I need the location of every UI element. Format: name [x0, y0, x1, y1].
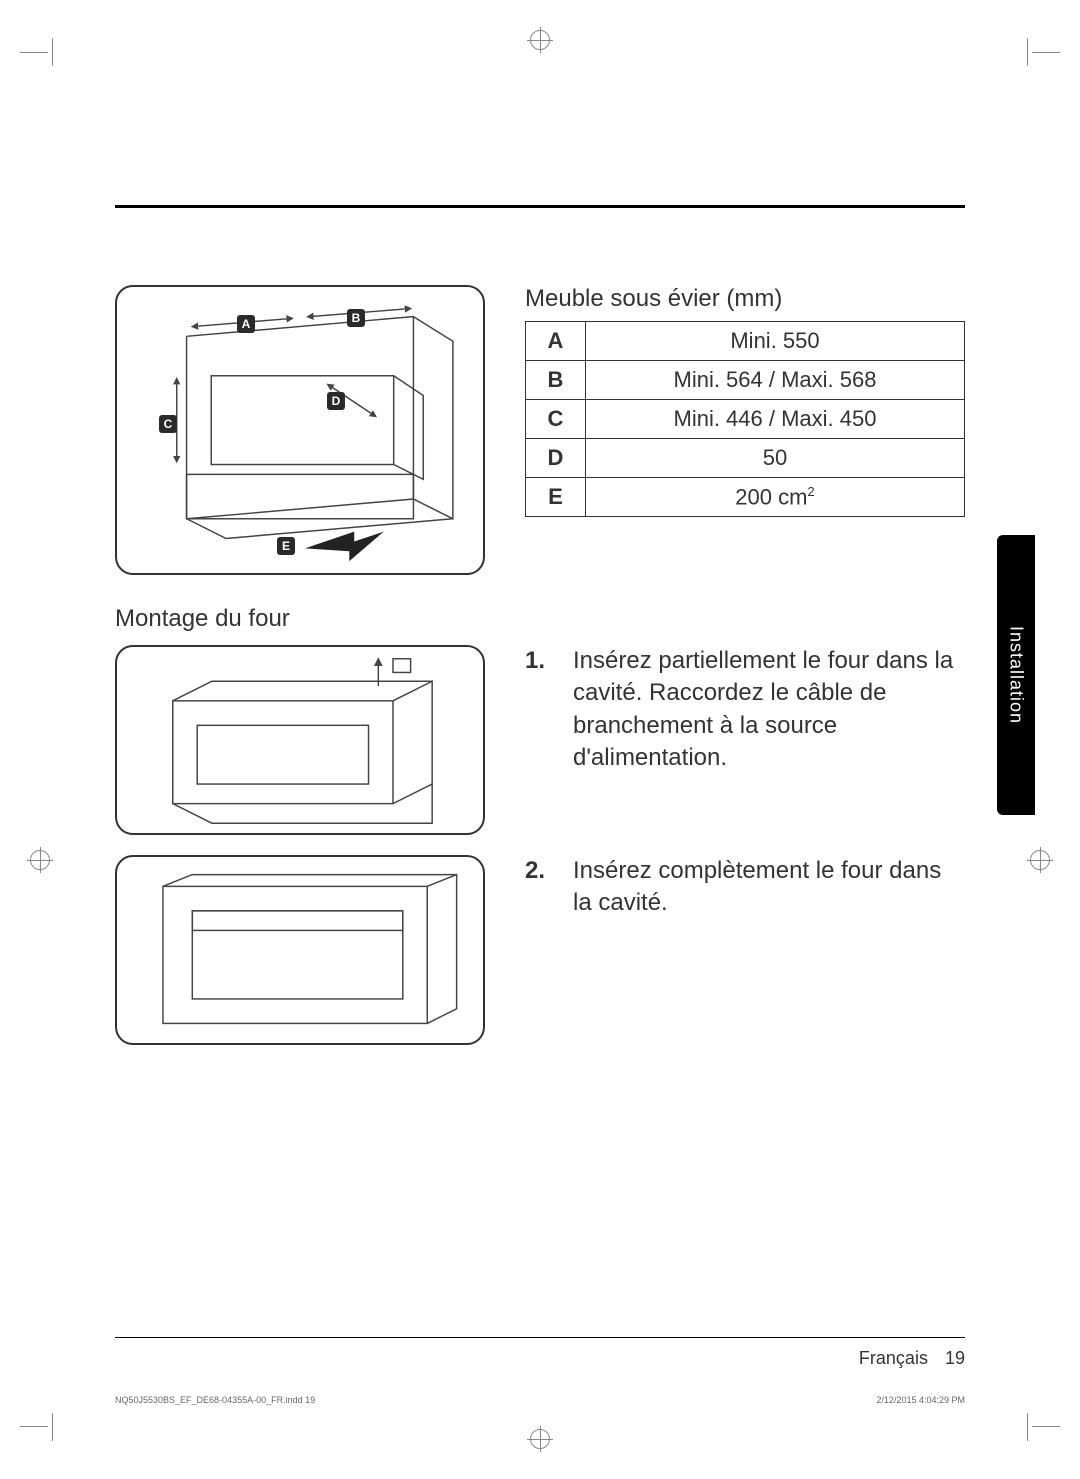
registration-mark-icon [530, 1429, 550, 1449]
table-row: D50 [526, 439, 965, 478]
table-value: Mini. 550 [586, 322, 965, 361]
dim-label-d: D [327, 392, 345, 410]
table-key: B [526, 361, 586, 400]
table-key: E [526, 478, 586, 517]
dimension-table: AMini. 550BMini. 564 / Maxi. 568CMini. 4… [525, 321, 965, 517]
registration-mark-icon [530, 30, 550, 50]
dim-label-a: A [237, 315, 255, 333]
table-row: CMini. 446 / Maxi. 450 [526, 400, 965, 439]
dim-label-c: C [159, 415, 177, 433]
print-timestamp: 2/12/2015 4:04:29 PM [876, 1395, 965, 1405]
section-tab: Installation [997, 535, 1035, 815]
table-row: E200 cm2 [526, 478, 965, 517]
table-title: Meuble sous évier (mm) [525, 285, 965, 313]
crop-mark [20, 52, 48, 53]
step-text: Insérez partiellement le four dans la ca… [573, 645, 965, 775]
step-number: 1. [525, 645, 553, 775]
crop-mark [1032, 52, 1060, 53]
table-value: Mini. 564 / Maxi. 568 [586, 361, 965, 400]
step-1: 1. Insérez partiellement le four dans la… [525, 645, 965, 775]
table-row: BMini. 564 / Maxi. 568 [526, 361, 965, 400]
step2-svg [117, 857, 483, 1043]
table-key: D [526, 439, 586, 478]
crop-mark [52, 38, 53, 66]
step-number: 2. [525, 855, 553, 920]
table-value: 200 cm2 [586, 478, 965, 517]
step1-svg [117, 647, 483, 833]
page: Installation [55, 50, 1025, 1429]
table-key: C [526, 400, 586, 439]
step-text: Insérez complètement le four dans la cav… [573, 855, 965, 920]
page-footer: Français 19 [115, 1337, 965, 1369]
dim-label-b: B [347, 309, 365, 327]
dim-label-e: E [277, 537, 295, 555]
registration-mark-icon [30, 850, 50, 870]
table-row: AMini. 550 [526, 322, 965, 361]
cabinet-diagram: A B C D E [115, 285, 485, 575]
print-file: NQ50J5530BS_EF_DE68-04355A-00_FR.indd 19 [115, 1395, 315, 1405]
table-key: A [526, 322, 586, 361]
crop-mark [1027, 38, 1028, 66]
footer-language: Français [859, 1348, 928, 1368]
top-rule [115, 205, 965, 208]
print-footer: NQ50J5530BS_EF_DE68-04355A-00_FR.indd 19… [115, 1395, 965, 1405]
table-value: 50 [586, 439, 965, 478]
table-value: Mini. 446 / Maxi. 450 [586, 400, 965, 439]
step2-diagram [115, 855, 485, 1045]
crop-mark [1032, 1426, 1060, 1427]
footer-page-number: 19 [945, 1348, 965, 1368]
step-2: 2. Insérez complètement le four dans la … [525, 855, 965, 920]
crop-mark [20, 1426, 48, 1427]
section-title: Montage du four [115, 605, 965, 633]
crop-mark [52, 1413, 53, 1441]
registration-mark-icon [1030, 850, 1050, 870]
step1-diagram [115, 645, 485, 835]
crop-mark [1027, 1413, 1028, 1441]
section-tab-label: Installation [1006, 626, 1027, 724]
